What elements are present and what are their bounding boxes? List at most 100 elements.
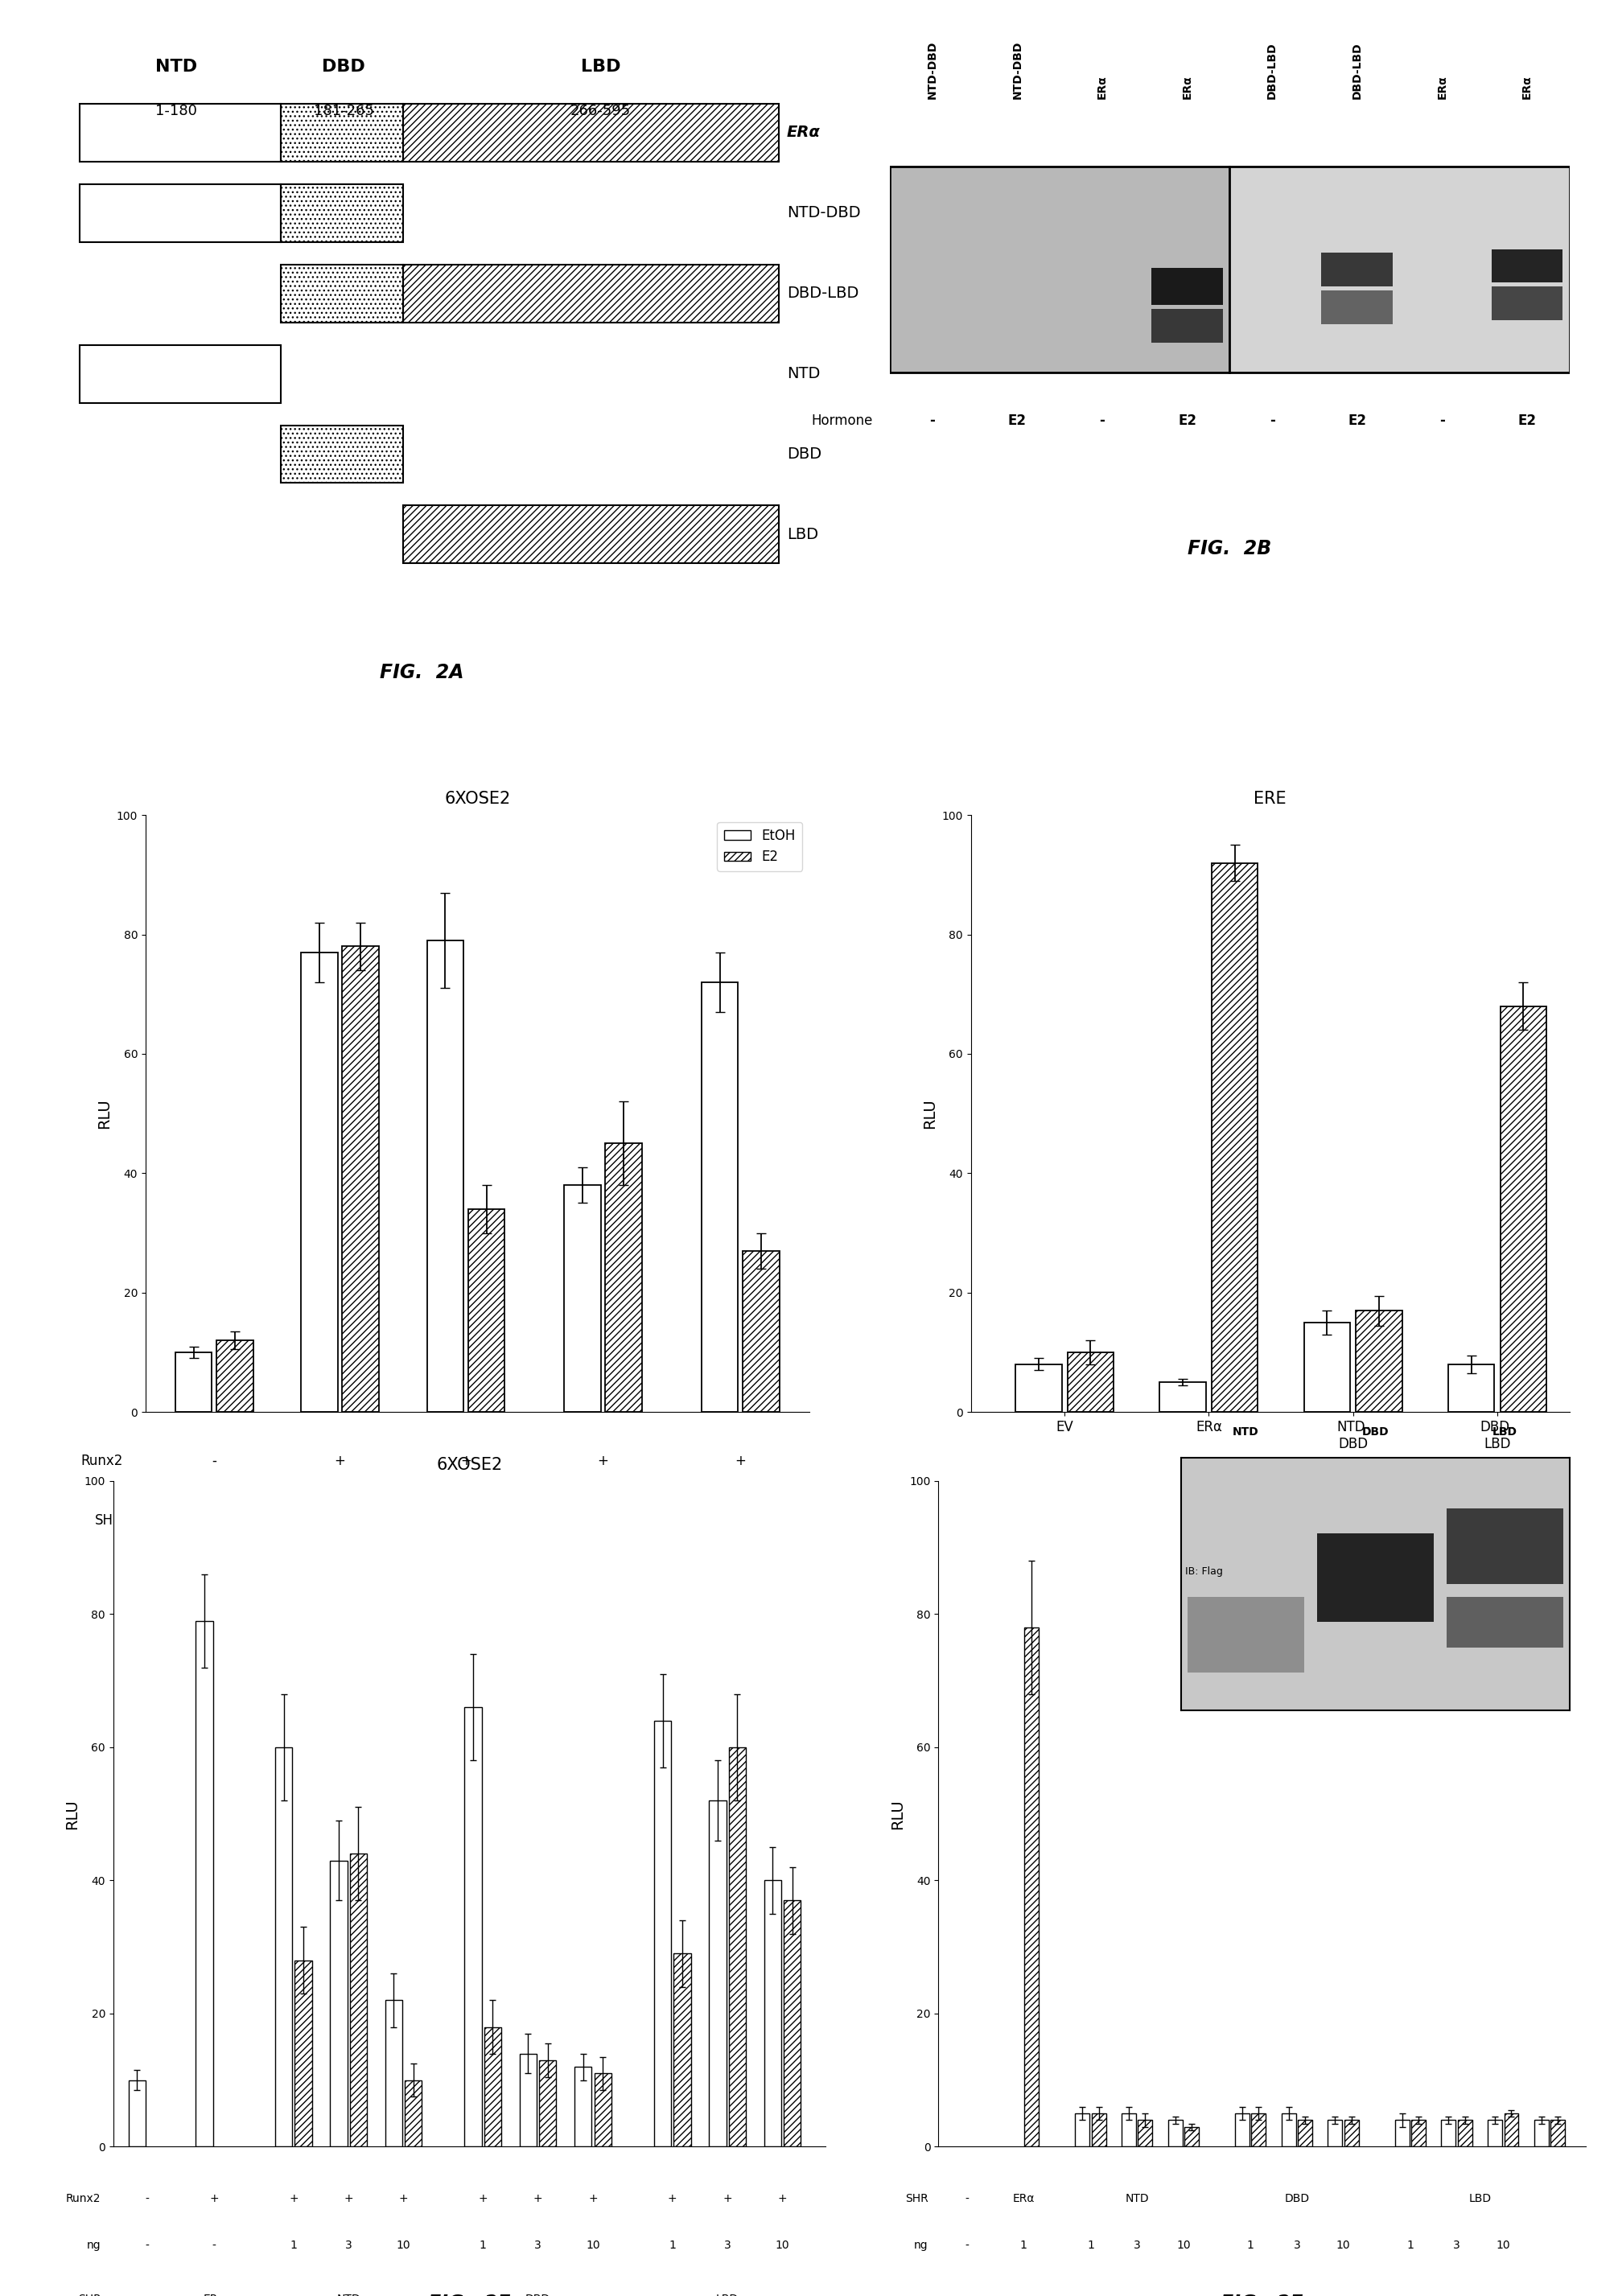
Text: NTD-DBD: NTD-DBD — [1011, 41, 1023, 99]
Text: 10: 10 — [1497, 2241, 1510, 2252]
Legend: EtOH, E2: EtOH, E2 — [717, 822, 803, 870]
Text: -: - — [964, 2193, 969, 2204]
Text: DBD-LBD: DBD-LBD — [786, 285, 859, 301]
Bar — [1251, 2112, 1265, 2147]
Text: +: + — [534, 2193, 542, 2204]
Bar — [574, 2066, 592, 2147]
Bar — [1092, 2112, 1107, 2147]
Bar — [1074, 2112, 1089, 2147]
Title: 6XOSE2: 6XOSE2 — [437, 1458, 502, 1474]
Text: E2: E2 — [1178, 413, 1196, 429]
Bar — [404, 2080, 422, 2147]
Text: 3: 3 — [534, 2241, 542, 2252]
Text: NTD-DBD: NTD-DBD — [786, 204, 861, 220]
Text: 1: 1 — [1406, 2241, 1414, 2252]
Text: 1: 1 — [1019, 2241, 1027, 2252]
Bar — [1024, 1628, 1039, 2147]
Bar — [702, 983, 738, 1412]
Text: NTD: NTD — [155, 60, 197, 76]
Text: 3: 3 — [723, 2241, 731, 2252]
Bar — [403, 103, 780, 161]
Bar — [1281, 2112, 1296, 2147]
Bar — [1492, 287, 1563, 319]
Text: 1: 1 — [479, 2241, 487, 2252]
Text: 3: 3 — [1134, 2241, 1141, 2252]
Bar — [280, 184, 403, 241]
Text: 1: 1 — [290, 2241, 298, 2252]
Text: ERα: ERα — [1013, 2193, 1034, 2204]
Bar — [403, 505, 780, 563]
Text: ng: ng — [914, 2241, 929, 2252]
Text: +: + — [668, 2193, 676, 2204]
Text: -: - — [338, 1513, 343, 1525]
Bar — [890, 168, 1230, 372]
Bar — [403, 264, 780, 321]
Text: FIG.  2E: FIG. 2E — [429, 2294, 510, 2296]
Bar — [783, 1901, 801, 2147]
Text: DBD-LBD: DBD-LBD — [1351, 44, 1362, 99]
Bar — [280, 103, 403, 161]
Text: SHR: SHR — [904, 2193, 929, 2204]
Bar — [1448, 1364, 1495, 1412]
Bar — [385, 2000, 403, 2147]
Text: 3: 3 — [1293, 2241, 1301, 2252]
Text: -: - — [146, 2294, 149, 2296]
Bar — [1188, 1598, 1304, 1671]
Bar — [1168, 2119, 1183, 2147]
Bar — [1230, 168, 1569, 372]
Text: +: + — [589, 2193, 597, 2204]
Text: +: + — [345, 2193, 353, 2204]
Bar — [565, 1185, 600, 1412]
Text: 3: 3 — [345, 2241, 353, 2252]
Bar — [275, 1747, 293, 2147]
Text: ng: ng — [87, 2241, 100, 2252]
Text: -: - — [930, 413, 935, 429]
Text: 266-595: 266-595 — [570, 103, 631, 119]
Text: ERα: ERα — [202, 2294, 225, 2296]
Text: 10: 10 — [1176, 2241, 1191, 2252]
Bar — [196, 1621, 214, 2147]
Bar — [217, 1341, 252, 1412]
Text: 10: 10 — [396, 2241, 411, 2252]
Text: LBD: LBD — [786, 526, 819, 542]
Text: 10: 10 — [775, 2241, 790, 2252]
Text: FIG.  2D: FIG. 2D — [1228, 1543, 1312, 1564]
Bar — [128, 2080, 146, 2147]
Text: LBD: LBD — [581, 60, 621, 76]
Text: DBD: DBD — [322, 60, 366, 76]
Y-axis label: RLU: RLU — [890, 1798, 904, 1830]
Bar — [1446, 1598, 1563, 1649]
Text: LBD: LBD — [1469, 2193, 1492, 2204]
Bar — [1137, 2119, 1152, 2147]
Bar — [280, 425, 403, 482]
Bar — [301, 953, 338, 1412]
Bar — [1356, 1311, 1403, 1412]
Bar — [468, 1210, 505, 1412]
Y-axis label: RLU: RLU — [97, 1097, 112, 1130]
Text: NTD-
DBD: NTD- DBD — [587, 1513, 618, 1541]
Text: +: + — [479, 2193, 487, 2204]
Text: NTD-DBD: NTD-DBD — [927, 41, 938, 99]
Bar — [764, 1880, 781, 2147]
Bar — [427, 941, 464, 1412]
Bar — [79, 103, 280, 161]
Bar — [519, 2053, 537, 2147]
Text: DBD-
LBD: DBD- LBD — [725, 1513, 756, 1541]
Bar — [349, 1853, 367, 2147]
Title: ERE: ERE — [1246, 1458, 1278, 1474]
Bar — [1500, 1006, 1547, 1412]
Text: ERα: ERα — [1097, 76, 1108, 99]
Text: +: + — [778, 2193, 786, 2204]
Bar — [1212, 863, 1257, 1412]
Text: 10: 10 — [586, 2241, 600, 2252]
Text: DBD: DBD — [786, 445, 822, 461]
Text: 1-180: 1-180 — [155, 103, 197, 119]
Text: 1: 1 — [668, 2241, 676, 2252]
Text: -: - — [1270, 413, 1275, 429]
Text: SHR: SHR — [78, 2294, 100, 2296]
Bar — [280, 264, 403, 321]
Text: NTD: NTD — [1125, 2193, 1149, 2204]
Bar — [330, 1860, 348, 2147]
Text: +: + — [290, 2193, 298, 2204]
Text: ERα: ERα — [1521, 76, 1532, 99]
